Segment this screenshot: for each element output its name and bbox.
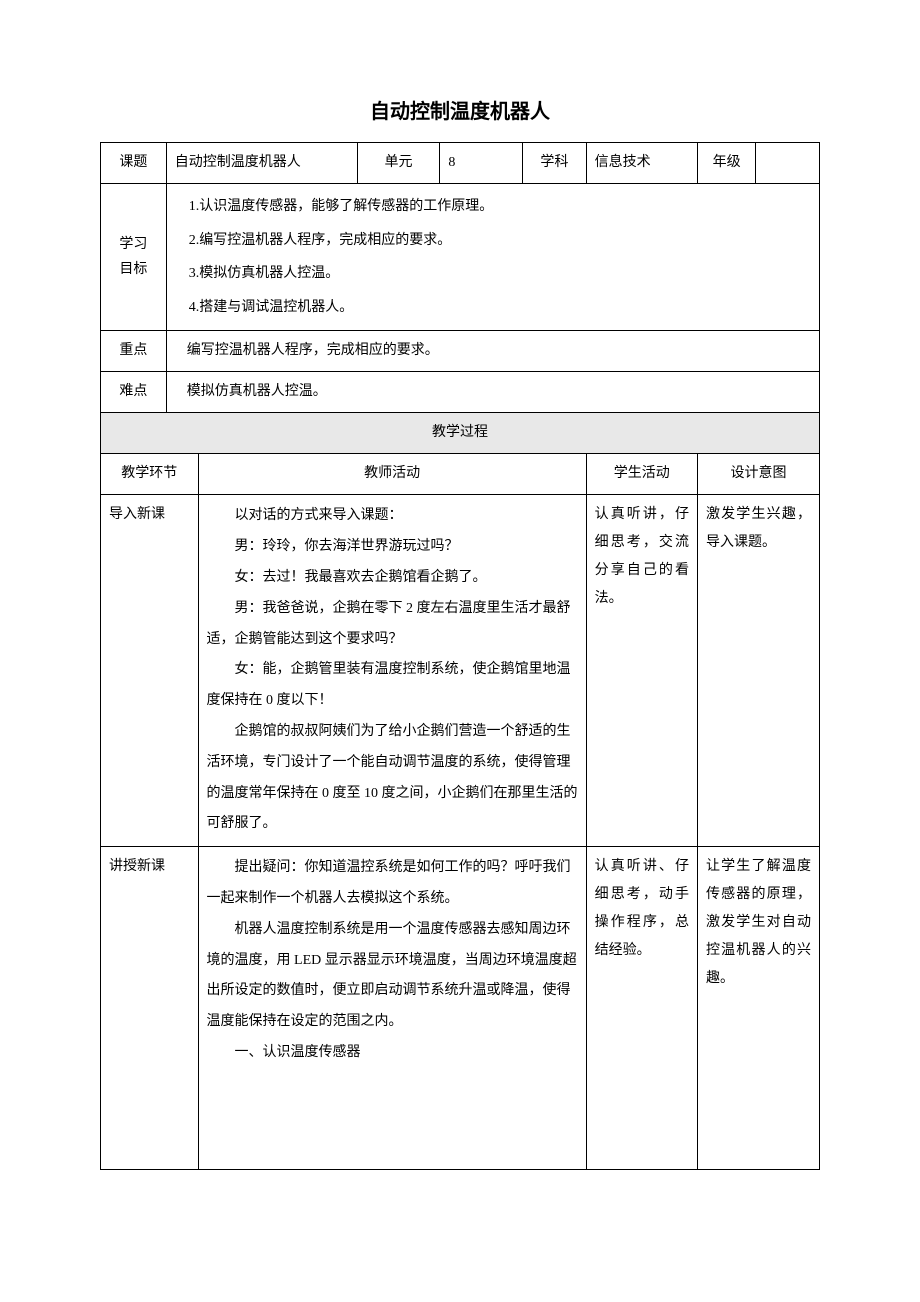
subject-label: 学科 [523,143,587,184]
goals-label: 学习目标 [101,184,167,331]
goal-item: 1.认识温度传感器，能够了解传感器的工作原理。 [189,190,811,224]
col-phase: 教学环节 [101,454,199,495]
difficult-value: 模拟仿真机器人控温。 [166,372,819,413]
student-cell: 认真听讲，仔细思考，交流分享自己的看法。 [586,495,697,847]
grade-value [756,143,820,184]
goals-row: 学习目标 1.认识温度传感器，能够了解传感器的工作原理。 2.编写控温机器人程序… [101,184,820,331]
phase-cell: 导入新课 [101,495,199,847]
page-container: 自动控制温度机器人 课题 自动控制温度机器人 单元 8 学科 信息技术 年级 [0,0,920,1302]
goals-cell: 1.认识温度传感器，能够了解传感器的工作原理。 2.编写控温机器人程序，完成相应… [166,184,819,331]
col-teacher: 教师活动 [198,454,586,495]
teacher-para: 男：我爸爸说，企鹅在零下 2 度左右温度里生活才最舒适，企鹅管能达到这个要求吗？ [207,594,578,656]
teacher-para: 一、认识温度传感器 [207,1038,578,1069]
document-title: 自动控制温度机器人 [100,95,820,124]
info-row: 课题 自动控制温度机器人 单元 8 学科 信息技术 年级 [101,143,820,184]
teacher-para: 男：玲玲，你去海洋世界游玩过吗？ [207,532,578,563]
unit-label: 单元 [357,143,440,184]
process-section-title: 教学过程 [101,413,820,454]
col-student: 学生活动 [586,454,697,495]
phase-cell: 讲授新课 [101,847,199,1170]
process-col-headers: 教学环节 教师活动 学生活动 设计意图 [101,454,820,495]
teacher-para: 女：能，企鹅管里装有温度控制系统，使企鹅馆里地温度保持在 0 度以下！ [207,655,578,717]
student-cell: 认真听讲、仔细思考，动手操作程序，总结经验。 [586,847,697,1170]
teacher-para: 以对话的方式来导入课题： [207,501,578,532]
difficult-label: 难点 [101,372,167,413]
teacher-para: 女：去过！我最喜欢去企鹅馆看企鹅了。 [207,563,578,594]
intent-cell: 激发学生兴趣，导入课题。 [697,495,819,847]
topic-value: 自动控制温度机器人 [166,143,357,184]
teacher-para: 机器人温度控制系统是用一个温度传感器去感知周边环境的温度，用 LED 显示器显示… [207,915,578,1038]
goal-item: 2.编写控温机器人程序，完成相应的要求。 [189,224,811,258]
intent-cell: 让学生了解温度传感器的原理，激发学生对自动控温机器人的兴趣。 [697,847,819,1170]
process-header-row: 教学过程 [101,413,820,454]
grade-label: 年级 [697,143,755,184]
teacher-cell: 以对话的方式来导入课题： 男：玲玲，你去海洋世界游玩过吗？ 女：去过！我最喜欢去… [198,495,586,847]
subject-value: 信息技术 [586,143,697,184]
teacher-cell: 提出疑问：你知道温控系统是如何工作的吗？呼吁我们一起来制作一个机器人去模拟这个系… [198,847,586,1170]
keypoint-row: 重点 编写控温机器人程序，完成相应的要求。 [101,331,820,372]
process-row-2: 讲授新课 提出疑问：你知道温控系统是如何工作的吗？呼吁我们一起来制作一个机器人去… [101,847,820,1170]
topic-label: 课题 [101,143,167,184]
keypoint-label: 重点 [101,331,167,372]
lesson-plan-table: 课题 自动控制温度机器人 单元 8 学科 信息技术 年级 学习目标 1.认识温度… [100,142,820,1170]
unit-value: 8 [440,143,523,184]
teacher-para: 提出疑问：你知道温控系统是如何工作的吗？呼吁我们一起来制作一个机器人去模拟这个系… [207,853,578,915]
goal-item: 4.搭建与调试温控机器人。 [189,291,811,325]
difficult-row: 难点 模拟仿真机器人控温。 [101,372,820,413]
process-row-1: 导入新课 以对话的方式来导入课题： 男：玲玲，你去海洋世界游玩过吗？ 女：去过！… [101,495,820,847]
goal-item: 3.模拟仿真机器人控温。 [189,257,811,291]
col-intent: 设计意图 [697,454,819,495]
keypoint-value: 编写控温机器人程序，完成相应的要求。 [166,331,819,372]
teacher-para: 企鹅馆的叔叔阿姨们为了给小企鹅们营造一个舒适的生活环境，专门设计了一个能自动调节… [207,717,578,840]
